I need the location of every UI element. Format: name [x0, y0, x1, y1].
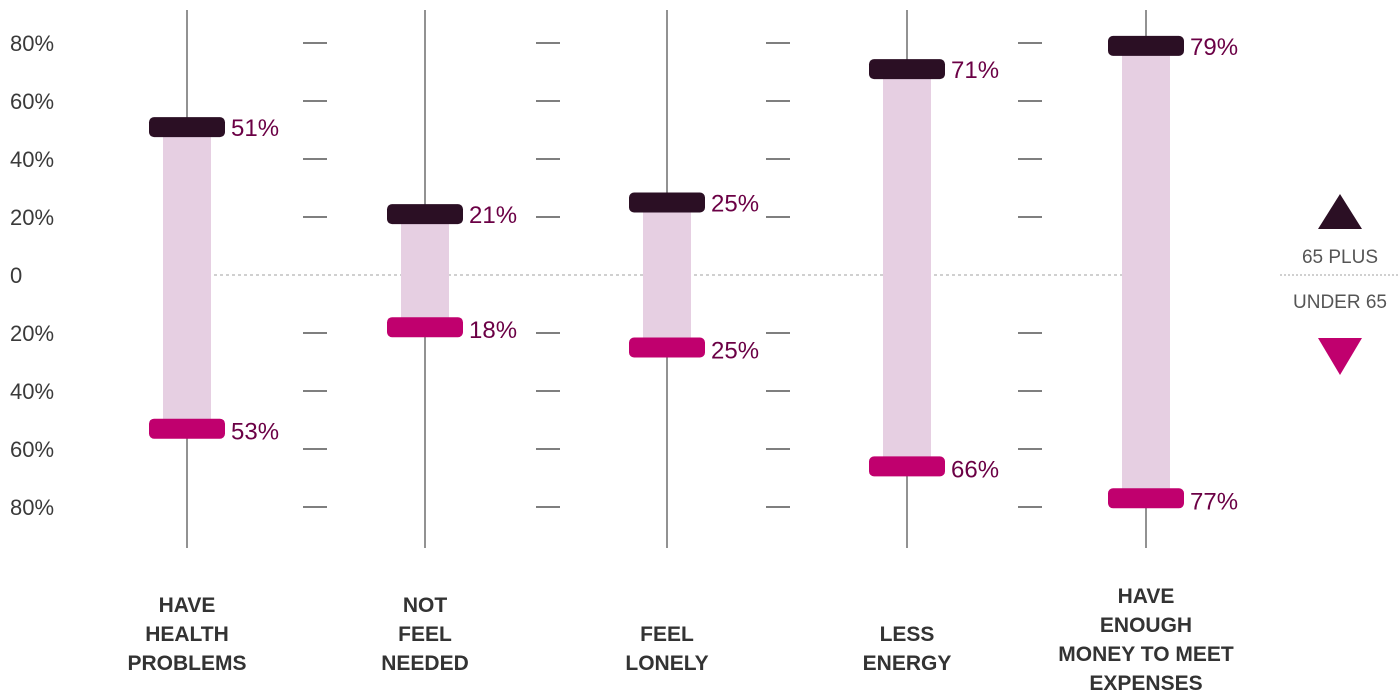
value-label-65-plus: 79%: [1190, 34, 1238, 61]
category-label: FEEL: [640, 623, 694, 646]
range-band: [1122, 45, 1170, 499]
value-label-65-plus: 21%: [469, 202, 517, 229]
cap-65-plus: [629, 192, 705, 213]
legend-down-triangle-icon: [1318, 338, 1362, 375]
y-tick-label: 40%: [10, 379, 54, 404]
legend-label-65-plus: 65 PLUS: [1302, 247, 1378, 268]
category-label: EXPENSES: [1089, 672, 1202, 695]
y-tick-label: 80%: [10, 495, 54, 520]
y-tick-label: 40%: [10, 147, 54, 172]
range-marks: 51% 53% 21% 18% 25% 25% 71% 66% 79% 77%: [149, 34, 1238, 515]
cap-65-plus: [1108, 35, 1184, 56]
category-label: HAVE: [1118, 585, 1175, 608]
category-label: HEALTH: [145, 623, 229, 646]
y-tick-label: 20%: [10, 321, 54, 346]
category-label: HAVE: [159, 594, 216, 617]
value-label-under-65: 25%: [711, 338, 759, 365]
cap-under-65: [1108, 488, 1184, 509]
value-label-65-plus: 25%: [711, 191, 759, 218]
value-label-65-plus: 71%: [951, 57, 999, 84]
category-label: FEEL: [398, 623, 452, 646]
value-label-under-65: 77%: [1190, 488, 1238, 515]
category-label: LESS: [880, 623, 935, 646]
category-label: NEEDED: [381, 652, 469, 675]
category-label: LONELY: [625, 652, 708, 675]
value-label-under-65: 53%: [231, 419, 279, 446]
y-tick-label: 60%: [10, 89, 54, 114]
y-axis-ticks: 80% 60% 40% 20% 0 20% 40% 60% 80%: [10, 31, 1042, 520]
cap-65-plus: [869, 59, 945, 80]
category-label: PROBLEMS: [127, 652, 246, 675]
cap-under-65: [387, 317, 463, 338]
legend-up-triangle-icon: [1318, 194, 1362, 229]
value-label-65-plus: 51%: [231, 115, 279, 142]
cap-65-plus: [149, 117, 225, 138]
value-label-under-65: 18%: [469, 317, 517, 344]
cap-under-65: [149, 418, 225, 439]
y-tick-label: 80%: [10, 31, 54, 56]
y-tick-label: 20%: [10, 205, 54, 230]
cap-under-65: [869, 456, 945, 477]
cap-under-65: [629, 337, 705, 358]
range-band: [401, 214, 449, 328]
range-band: [163, 127, 211, 429]
y-tick-label: 60%: [10, 437, 54, 462]
category-labels: HAVE HEALTH PROBLEMS NOT FEEL NEEDED FEEL LONEL…: [127, 585, 1233, 695]
category-label: MONEY TO MEET: [1058, 643, 1234, 666]
range-band: [643, 202, 691, 348]
category-label: ENOUGH: [1100, 614, 1192, 637]
y-tick-label: 0: [10, 263, 22, 288]
category-label: NOT: [403, 594, 448, 617]
legend-label-under-65: UNDER 65: [1293, 292, 1387, 313]
legend: 65 PLUS UNDER 65: [1280, 194, 1400, 375]
range-band: [883, 69, 931, 467]
value-label-under-65: 66%: [951, 456, 999, 483]
cap-65-plus: [387, 204, 463, 225]
category-label: ENERGY: [863, 652, 952, 675]
